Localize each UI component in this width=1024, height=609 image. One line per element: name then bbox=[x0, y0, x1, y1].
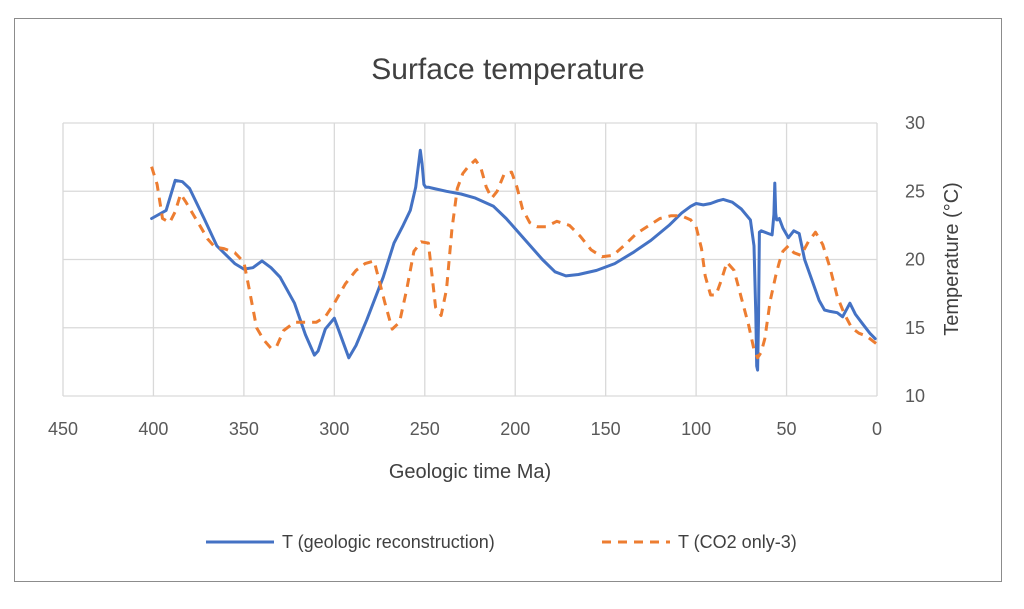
y-tick-label: 15 bbox=[905, 318, 925, 338]
series-line-geologic-reconstruction bbox=[150, 148, 877, 372]
x-tick-label: 200 bbox=[500, 419, 530, 439]
y-tick-label: 30 bbox=[905, 113, 925, 133]
chart-title: Surface temperature bbox=[371, 53, 644, 86]
x-axis-ticks: 450 400 350 300 250 200 150 100 50 0 bbox=[48, 419, 882, 439]
x-tick-label: 300 bbox=[319, 419, 349, 439]
series-layer bbox=[150, 148, 878, 372]
legend: T (geologic reconstruction) T (CO2 only-… bbox=[206, 532, 797, 552]
x-tick-label: 0 bbox=[872, 419, 882, 439]
x-tick-label: 100 bbox=[681, 419, 711, 439]
x-tick-label: 50 bbox=[777, 419, 797, 439]
chart-area bbox=[14, 18, 1002, 582]
gridlines bbox=[62, 122, 878, 397]
y-tick-label: 25 bbox=[905, 181, 925, 201]
y-tick-label: 20 bbox=[905, 250, 925, 270]
x-axis-label: Geologic time Ma) bbox=[389, 461, 551, 483]
x-tick-label: 350 bbox=[229, 419, 259, 439]
y-tick-label: 10 bbox=[905, 386, 925, 406]
series-line-co2-only bbox=[150, 158, 878, 360]
x-tick-label: 150 bbox=[591, 419, 621, 439]
x-tick-label: 400 bbox=[138, 419, 168, 439]
x-tick-label: 250 bbox=[410, 419, 440, 439]
x-tick-label: 450 bbox=[48, 419, 78, 439]
y-axis-label: Temperature (°C) bbox=[941, 182, 963, 336]
legend-label-co2-only: T (CO2 only-3) bbox=[678, 532, 797, 552]
y-axis-ticks: 10 15 20 25 30 bbox=[905, 113, 925, 406]
legend-label-geologic-reconstruction: T (geologic reconstruction) bbox=[282, 532, 495, 552]
